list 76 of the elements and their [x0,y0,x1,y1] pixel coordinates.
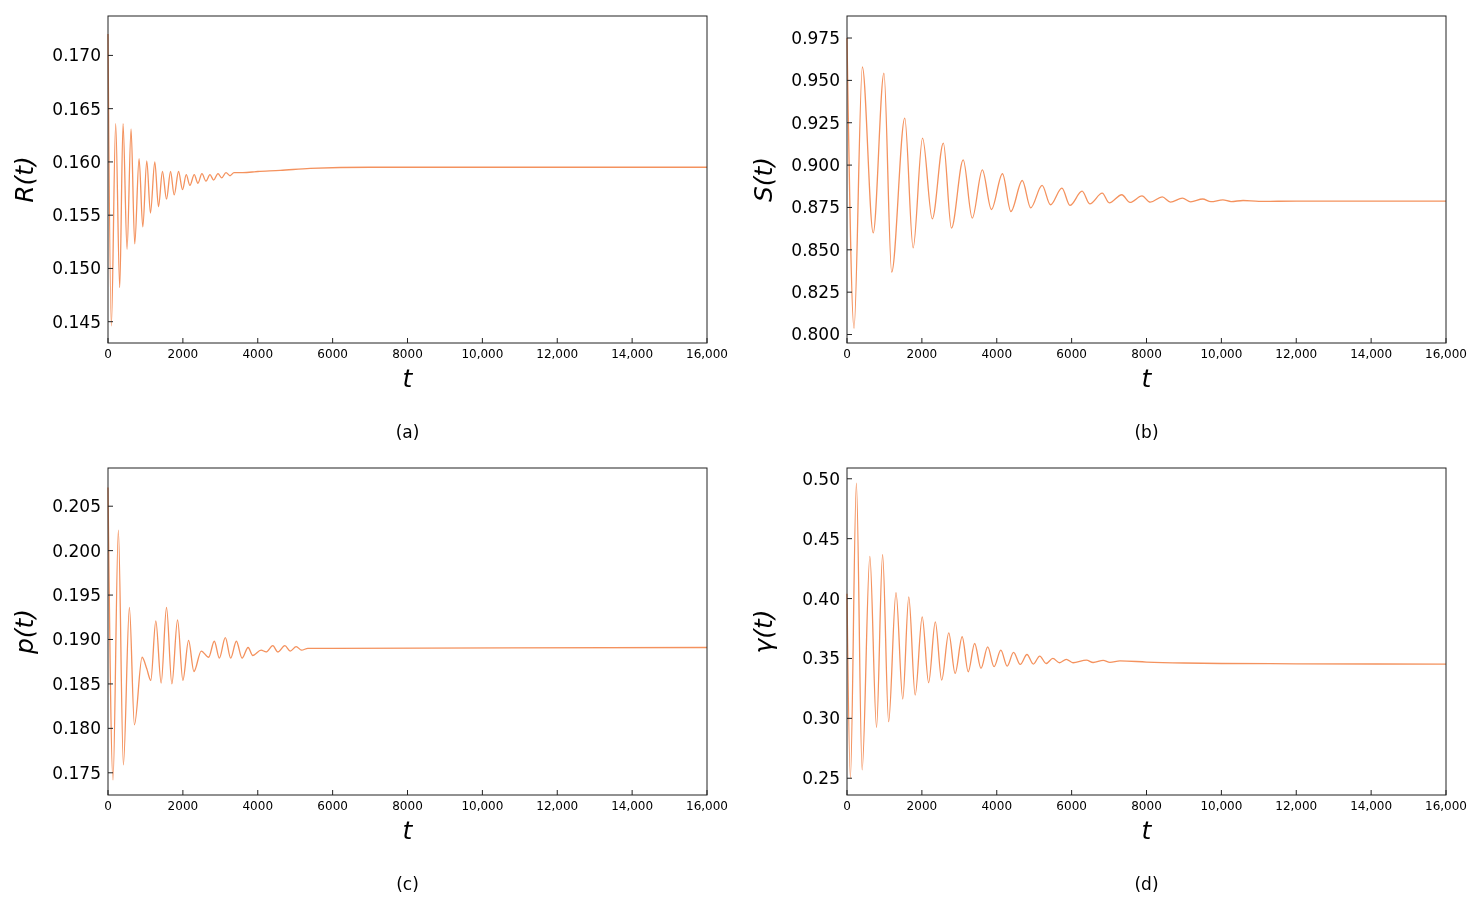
y-tick-label: 0.30 [802,708,840,729]
x-axis-title: t [402,816,414,845]
y-tick-label: 0.800 [791,324,840,345]
y-axis-title: S(t) [749,156,778,203]
x-tick-label: 0 [104,799,112,813]
y-tick-label: 0.875 [791,197,840,218]
x-tick-label: 10,000 [1200,799,1243,813]
x-tick-label: 14,000 [611,799,654,813]
x-tick-label: 8000 [1131,347,1162,361]
y-tick-label: 0.40 [802,588,840,609]
x-tick-label: 14,000 [1350,347,1393,361]
x-tick-label: 4000 [981,347,1013,361]
y-tick-label: 0.25 [802,768,840,789]
y-tick-label: 0.185 [52,673,101,694]
x-tick-label: 16,000 [1425,347,1467,361]
line-series [846,482,1447,779]
x-tick-label: 14,000 [1350,799,1393,813]
x-tick-label: 8000 [392,347,423,361]
y-tick-label: 0.900 [791,155,840,176]
y-tick-label: 0.975 [791,27,840,48]
y-axis-title: γ(t) [749,609,778,654]
y-axis-title: R(t) [10,156,39,203]
y-tick-label: 0.200 [52,540,101,561]
x-tick-label: 4000 [981,799,1013,813]
text: (c) [396,874,419,894]
y-tick-label: 0.35 [802,648,840,669]
x-tick-label: 0 [843,799,851,813]
y-tick-label: 0.145 [52,311,101,332]
y-tick-label: 0.190 [52,629,101,650]
y-tick-label: 0.165 [52,98,101,119]
y-tick-label: 0.155 [52,205,101,226]
x-tick-label: 8000 [392,799,423,813]
x-tick-label: 6000 [317,799,348,813]
y-tick-label: 0.950 [791,70,840,91]
x-tick-label: 8000 [1131,799,1162,813]
y-tick-label: 0.825 [791,282,840,303]
x-tick-label: 2000 [906,799,938,813]
y-tick-label: 0.850 [791,239,840,260]
x-tick-label: 0 [104,347,112,361]
x-axis-title: t [402,364,414,393]
x-tick-label: 6000 [317,347,348,361]
x-tick-label: 10,000 [461,347,504,361]
x-tick-label: 12,000 [1275,347,1318,361]
x-tick-label: 6000 [1056,799,1087,813]
x-tick-label: 6000 [1056,347,1087,361]
y-tick-label: 0.180 [52,718,101,739]
text: (d) [1134,874,1159,894]
x-tick-label: 14,000 [611,347,654,361]
text: (a) [395,422,420,442]
x-tick-label: 16,000 [686,347,728,361]
y-tick-label: 0.150 [52,258,101,279]
y-tick-label: 0.175 [52,762,101,783]
x-axis-title: t [1141,364,1153,393]
y-tick-label: 0.195 [52,585,101,606]
x-tick-label: 4000 [242,347,274,361]
y-tick-label: 0.160 [52,151,101,172]
y-tick-label: 0.170 [52,45,101,66]
x-tick-label: 0 [843,347,851,361]
y-axis-title: p(t) [10,608,39,656]
x-tick-label: 10,000 [1200,347,1243,361]
x-tick-label: 16,000 [1425,799,1467,813]
x-tick-label: 12,000 [536,799,579,813]
x-tick-label: 2000 [167,347,199,361]
x-tick-label: 4000 [242,799,274,813]
x-tick-label: 16,000 [686,799,728,813]
x-tick-label: 2000 [906,347,938,361]
x-tick-label: 2000 [167,799,199,813]
text: (b) [1134,422,1159,442]
x-tick-label: 12,000 [536,347,579,361]
y-tick-label: 0.50 [802,468,840,489]
x-tick-label: 10,000 [461,799,504,813]
y-tick-label: 0.45 [802,528,840,549]
x-axis-title: t [1141,816,1153,845]
y-tick-label: 0.205 [52,496,101,517]
y-tick-label: 0.925 [791,112,840,133]
x-tick-label: 12,000 [1275,799,1318,813]
